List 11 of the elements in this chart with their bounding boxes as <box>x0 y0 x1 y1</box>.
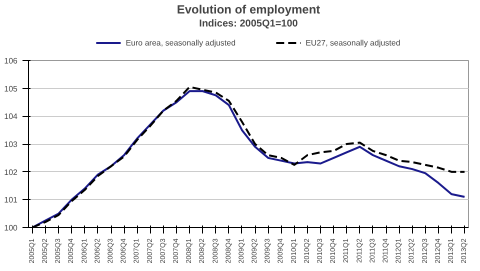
y-tick-label: 105 <box>4 84 18 94</box>
y-tick-label: 103 <box>4 140 18 149</box>
y-tick-label: 101 <box>4 196 18 205</box>
chart-title: Evolution of employment <box>176 2 320 16</box>
legend-label: EU27, seasonally adjusted <box>306 38 400 47</box>
y-tick-label: 104 <box>4 112 18 122</box>
y-tick-label: 102 <box>4 168 18 177</box>
legend-label: Euro area, seasonally adjusted <box>126 38 236 47</box>
y-tick-label: 106 <box>4 56 18 66</box>
y-tick-label: 100 <box>4 224 18 232</box>
chart-subtitle: Indices: 2005Q1=100 <box>199 18 298 30</box>
